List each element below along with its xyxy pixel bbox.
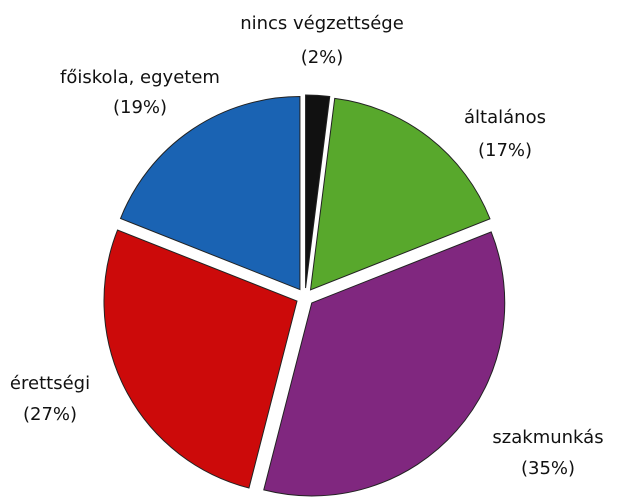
slice-label: érettségi — [10, 373, 90, 394]
slice-label: főiskola, egyetem — [60, 67, 220, 88]
slice-value-label: (27%) — [23, 404, 77, 425]
slice-label: nincs végzettsége — [240, 13, 404, 34]
slice-value-label: (19%) — [113, 97, 167, 118]
slice-label: szakmunkás — [492, 427, 603, 448]
slice-value-label: (2%) — [301, 47, 344, 68]
pie-slice — [309, 97, 491, 291]
slice-label: általános — [464, 107, 546, 128]
pie-slice — [119, 96, 301, 291]
slice-value-label: (35%) — [521, 458, 575, 479]
pie-slice — [103, 229, 298, 489]
pie-slice — [263, 231, 506, 497]
slice-value-label: (17%) — [478, 140, 532, 161]
pie-slice — [305, 94, 331, 289]
